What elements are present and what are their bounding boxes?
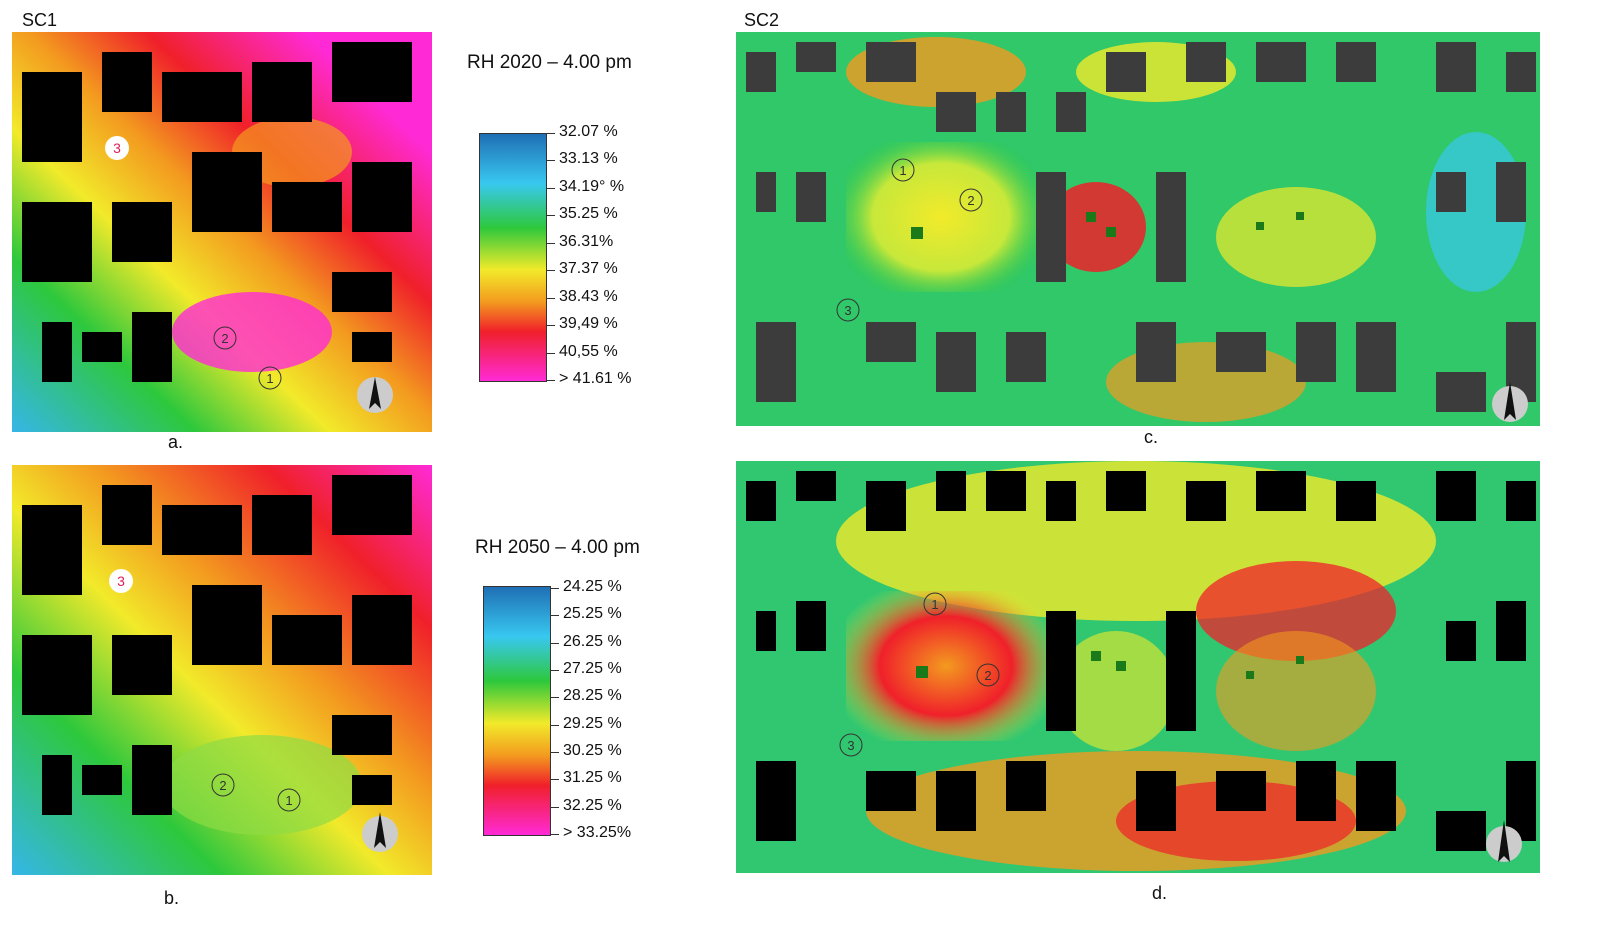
panel-a-marker-3: 3 bbox=[104, 135, 130, 161]
legend-tick-label: 32.25 % bbox=[563, 796, 622, 814]
legend-tick-mark bbox=[550, 642, 559, 644]
panel-b-marker-1: 1 bbox=[276, 787, 302, 813]
panel-d-map bbox=[736, 461, 1540, 873]
legend-tick-label: 32.07 % bbox=[559, 123, 618, 140]
panel-b-caption: b. bbox=[164, 888, 180, 908]
legend-tick-label: 26.25 % bbox=[563, 632, 622, 650]
legend-tick-mark bbox=[546, 325, 555, 327]
legend-tick-label: 25.25 % bbox=[563, 605, 622, 623]
panel-c-caption: c. bbox=[1144, 427, 1159, 447]
legend-tick-mark bbox=[546, 160, 555, 162]
panel-b-marker-3: 3 bbox=[108, 568, 134, 594]
panel-c-marker-3: 3 bbox=[835, 297, 861, 323]
legend-tick-mark bbox=[546, 270, 555, 272]
legend-tick-label: 36.31% bbox=[559, 232, 614, 250]
legend-2020-title: RH 2020 – 4.00 pm bbox=[467, 52, 632, 73]
panel-a-marker-1: 1 bbox=[257, 365, 283, 391]
svg-text:1: 1 bbox=[899, 163, 906, 178]
legend-tick-mark bbox=[550, 724, 559, 726]
legend-tick-mark bbox=[550, 670, 559, 671]
legend-tick-label: > 33.25% bbox=[563, 824, 632, 841]
panel-d-marker-1: 1 bbox=[922, 591, 948, 617]
svg-text:2: 2 bbox=[967, 193, 974, 208]
legend-tick-label: 35.25 % bbox=[559, 205, 618, 223]
legend-tick-label: 34.19° % bbox=[559, 177, 625, 195]
panel-b-marker-2: 2 bbox=[210, 772, 236, 798]
panel-c-north-arrow-icon bbox=[1490, 380, 1530, 425]
svg-text:2: 2 bbox=[221, 331, 228, 346]
svg-text:3: 3 bbox=[117, 573, 125, 589]
legend-tick-label: 39,49 % bbox=[559, 315, 618, 333]
svg-text:2: 2 bbox=[219, 778, 226, 793]
legend-tick-mark bbox=[550, 779, 559, 781]
legend-tick-mark bbox=[550, 588, 559, 589]
scenario-title-sc2: SC2 bbox=[744, 10, 780, 30]
legend-2050-colorbar bbox=[483, 586, 551, 836]
legend-tick-label: 40,55 % bbox=[559, 342, 618, 360]
panel-a-marker-2: 2 bbox=[212, 325, 238, 351]
panel-a-caption: a. bbox=[168, 432, 184, 452]
panel-c-map bbox=[736, 32, 1540, 426]
panel-a-map bbox=[12, 32, 432, 432]
legend-tick-label: 37.37 % bbox=[559, 260, 618, 278]
svg-text:1: 1 bbox=[285, 793, 292, 808]
legend-tick-mark bbox=[550, 697, 559, 699]
legend-tick-mark bbox=[550, 834, 559, 835]
legend-tick-label: 38.43 % bbox=[559, 287, 618, 305]
panel-a-north-arrow-icon bbox=[355, 375, 395, 415]
legend-tick-label: > 41.61 % bbox=[559, 370, 632, 387]
legend-tick-mark bbox=[550, 806, 559, 808]
panel-b-map bbox=[12, 465, 432, 875]
legend-tick-mark bbox=[546, 133, 555, 134]
legend-tick-label: 31.25 % bbox=[563, 769, 622, 787]
panel-c-marker-2: 2 bbox=[958, 187, 984, 213]
legend-tick-mark bbox=[546, 242, 555, 244]
svg-text:1: 1 bbox=[266, 371, 273, 386]
svg-text:2: 2 bbox=[984, 668, 991, 683]
panel-d-marker-2: 2 bbox=[975, 662, 1001, 688]
legend-tick-mark bbox=[550, 615, 559, 617]
legend-tick-mark bbox=[546, 352, 555, 354]
scenario-title-sc1: SC1 bbox=[22, 10, 58, 30]
legend-tick-label: 24.25 % bbox=[563, 578, 622, 595]
legend-tick-mark bbox=[546, 297, 555, 299]
legend-tick-mark bbox=[546, 380, 555, 381]
legend-tick-label: 30.25 % bbox=[563, 742, 622, 759]
svg-text:3: 3 bbox=[844, 303, 851, 318]
legend-tick-mark bbox=[550, 752, 559, 753]
svg-text:1: 1 bbox=[931, 597, 938, 612]
legend-tick-label: 28.25 % bbox=[563, 687, 622, 705]
legend-tick-label: 29.25 % bbox=[563, 714, 622, 732]
svg-text:3: 3 bbox=[847, 738, 854, 753]
legend-tick-mark bbox=[546, 187, 555, 189]
panel-d-north-arrow-icon bbox=[1484, 818, 1524, 866]
panel-d-marker-3: 3 bbox=[838, 732, 864, 758]
legend-2050-title: RH 2050 – 4.00 pm bbox=[475, 537, 640, 558]
legend-2020-colorbar bbox=[479, 133, 547, 382]
legend-tick-label: 27.25 % bbox=[563, 660, 622, 677]
panel-c-marker-1: 1 bbox=[890, 157, 916, 183]
legend-tick-mark bbox=[546, 215, 555, 217]
legend-tick-label: 33.13 % bbox=[559, 150, 618, 168]
panel-d-caption: d. bbox=[1152, 883, 1168, 903]
svg-text:3: 3 bbox=[113, 140, 121, 156]
panel-b-north-arrow-icon bbox=[360, 810, 400, 855]
